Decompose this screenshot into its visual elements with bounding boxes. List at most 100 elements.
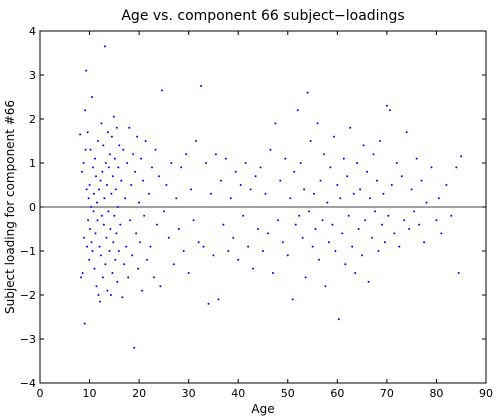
data-point (349, 126, 352, 129)
data-point (347, 214, 350, 217)
data-point (237, 258, 240, 261)
data-point (202, 245, 205, 248)
data-point (329, 166, 332, 169)
data-point (142, 179, 145, 182)
data-point (337, 318, 340, 321)
data-point (380, 223, 383, 226)
x-tick-label: 90 (479, 387, 493, 400)
data-point (85, 188, 88, 191)
data-point (247, 245, 250, 248)
data-point (128, 126, 131, 129)
data-point (224, 157, 227, 160)
data-point (304, 276, 307, 279)
data-point (133, 346, 136, 349)
data-point (385, 104, 388, 107)
data-point (111, 175, 114, 178)
data-point (167, 236, 170, 239)
y-axis-label: Subject loading for component #66 (3, 100, 17, 314)
data-point (121, 296, 124, 299)
data-point (162, 210, 165, 213)
data-point (364, 219, 367, 222)
data-point (100, 214, 103, 217)
x-tick-label: 60 (330, 387, 344, 400)
data-point (376, 179, 378, 182)
data-point (361, 254, 364, 257)
data-point (113, 157, 116, 160)
data-point (388, 109, 391, 112)
data-point (425, 201, 428, 204)
data-point (84, 148, 87, 151)
data-point (87, 219, 90, 222)
data-point (418, 223, 421, 226)
y-tick-label: 4 (29, 25, 36, 38)
data-point (430, 166, 433, 169)
y-tick-label: 1 (29, 157, 36, 170)
data-point (180, 166, 183, 169)
data-point (326, 201, 329, 204)
data-point (110, 192, 113, 195)
data-point (359, 188, 362, 191)
data-point (377, 250, 380, 252)
data-point (187, 272, 190, 274)
data-point (200, 85, 203, 87)
data-point (356, 162, 359, 164)
data-point (119, 223, 122, 226)
data-point (249, 188, 252, 191)
data-point (88, 184, 91, 186)
data-point (445, 184, 448, 186)
data-point (109, 294, 112, 296)
y-tick-label: −3 (20, 333, 36, 346)
data-point (362, 144, 365, 147)
data-point (374, 210, 376, 213)
data-point (80, 276, 83, 279)
data-point (101, 276, 104, 279)
data-point (124, 197, 127, 200)
data-point (131, 254, 134, 257)
data-point (323, 153, 325, 156)
data-point (383, 241, 386, 244)
data-point (281, 241, 284, 244)
data-point (94, 232, 97, 235)
y-tick-label: 2 (29, 113, 36, 126)
data-point (239, 184, 242, 186)
y-tick-label: 0 (29, 201, 36, 214)
y-tick-label: −4 (20, 377, 36, 390)
data-point (229, 197, 232, 200)
data-point (279, 179, 282, 182)
data-point (79, 133, 82, 136)
data-point (420, 179, 423, 182)
data-point (100, 122, 103, 125)
data-point (83, 322, 86, 325)
data-point (98, 245, 101, 248)
data-point (97, 294, 100, 296)
data-point (115, 126, 118, 129)
data-point (103, 45, 106, 48)
data-point (262, 250, 264, 252)
data-point (440, 232, 443, 235)
data-point (93, 192, 95, 195)
data-point (96, 219, 99, 222)
data-point (205, 162, 207, 164)
data-point (136, 135, 139, 138)
data-point (143, 214, 146, 217)
data-point (398, 245, 401, 248)
data-point (319, 179, 322, 182)
data-point (151, 166, 153, 169)
x-tick-label: 70 (380, 387, 394, 400)
data-point (104, 263, 107, 266)
data-point (336, 184, 339, 186)
data-point (372, 153, 375, 156)
data-point (89, 148, 92, 151)
data-point (148, 192, 150, 195)
data-point (85, 69, 88, 72)
data-point (134, 170, 137, 173)
data-point (112, 241, 115, 244)
data-point (94, 157, 96, 160)
data-point (252, 267, 255, 270)
data-point (96, 201, 98, 204)
data-point (413, 210, 416, 213)
x-tick-label: 30 (182, 387, 196, 400)
data-point (91, 96, 93, 98)
data-point (257, 228, 259, 230)
data-point (306, 91, 309, 94)
